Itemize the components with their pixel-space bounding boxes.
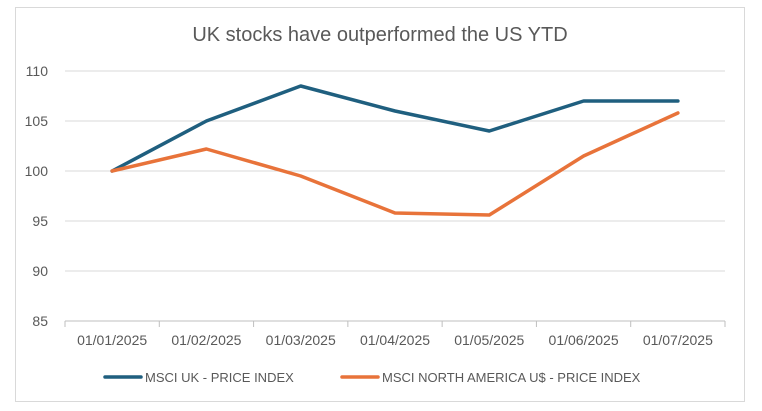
series-lines [110, 84, 680, 217]
y-tick-label: 85 [32, 313, 48, 329]
x-tick-label: 01/07/2025 [643, 332, 713, 348]
y-tick-label: 90 [32, 263, 48, 279]
x-tick-label: 01/01/2025 [77, 332, 147, 348]
chart-title: UK stocks have outperformed the US YTD [192, 24, 567, 46]
x-tick-label: 01/03/2025 [266, 332, 336, 348]
y-tick-label: 100 [25, 163, 49, 179]
x-axis: 01/01/2025 01/02/2025 01/03/2025 01/04/2025… [64, 320, 726, 348]
legend-label-0: MSCI UK - PRICE INDEX [145, 370, 294, 385]
x-tick-label: 01/02/2025 [171, 332, 241, 348]
legend: MSCI UK - PRICE INDEX MSCI NORTH AMERICA … [103, 370, 641, 385]
gridlines [65, 70, 725, 272]
y-tick-label: 110 [26, 63, 49, 79]
series-line-0 [110, 84, 680, 173]
x-tick-label: 01/06/2025 [549, 332, 619, 348]
x-tick-label: 01/04/2025 [360, 332, 430, 348]
y-tick-label: 105 [25, 113, 49, 129]
series-line-1 [110, 111, 680, 217]
chart-frame [15, 7, 745, 402]
x-tick-label: 01/05/2025 [454, 332, 524, 348]
legend-label-1: MSCI NORTH AMERICA U$ - PRICE INDEX [382, 370, 641, 385]
y-axis-ticks: 85 90 95 100 105 110 [25, 63, 49, 329]
y-tick-label: 95 [32, 213, 48, 229]
